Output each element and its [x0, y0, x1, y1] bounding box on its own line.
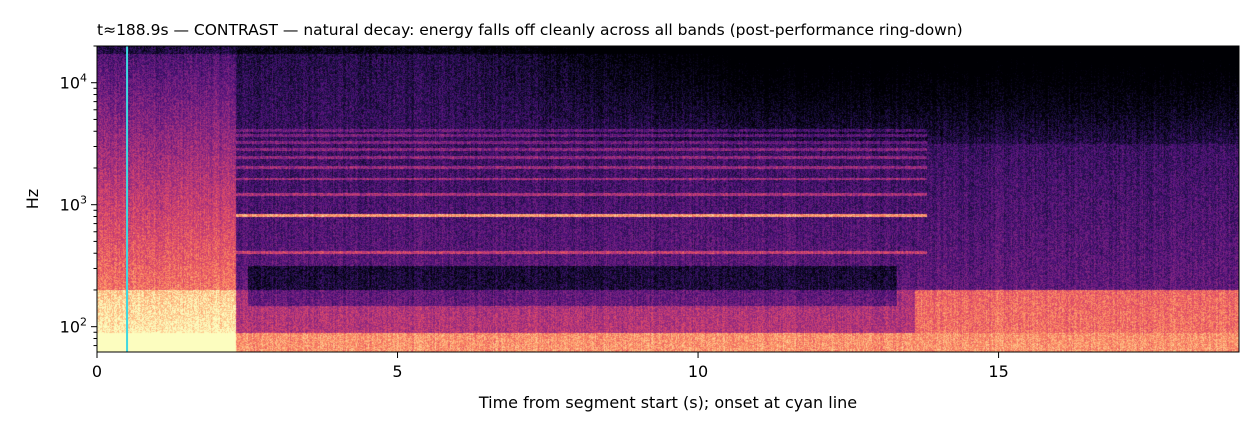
x-axis-label: Time from segment start (s); onset at cy… — [478, 393, 857, 412]
x-axis: 0 5 10 15 — [92, 352, 1009, 381]
x-tick-label: 15 — [988, 362, 1008, 381]
y-axis: 102 103 104 — [60, 45, 97, 347]
x-tick-label: 5 — [392, 362, 402, 381]
plot-area — [96, 45, 1240, 353]
plot-frame — [96, 45, 1240, 353]
y-tick-label: 102 — [60, 316, 87, 337]
x-tick-label: 10 — [688, 362, 708, 381]
y-tick-label: 103 — [60, 194, 87, 215]
chart-title: t≈188.9s — CONTRAST — natural decay: ene… — [97, 21, 963, 39]
spectrogram-heatmap — [97, 46, 1239, 352]
y-axis-label: Hz — [23, 189, 42, 209]
y-tick-label: 104 — [60, 72, 87, 93]
x-tick-label: 0 — [92, 362, 102, 381]
